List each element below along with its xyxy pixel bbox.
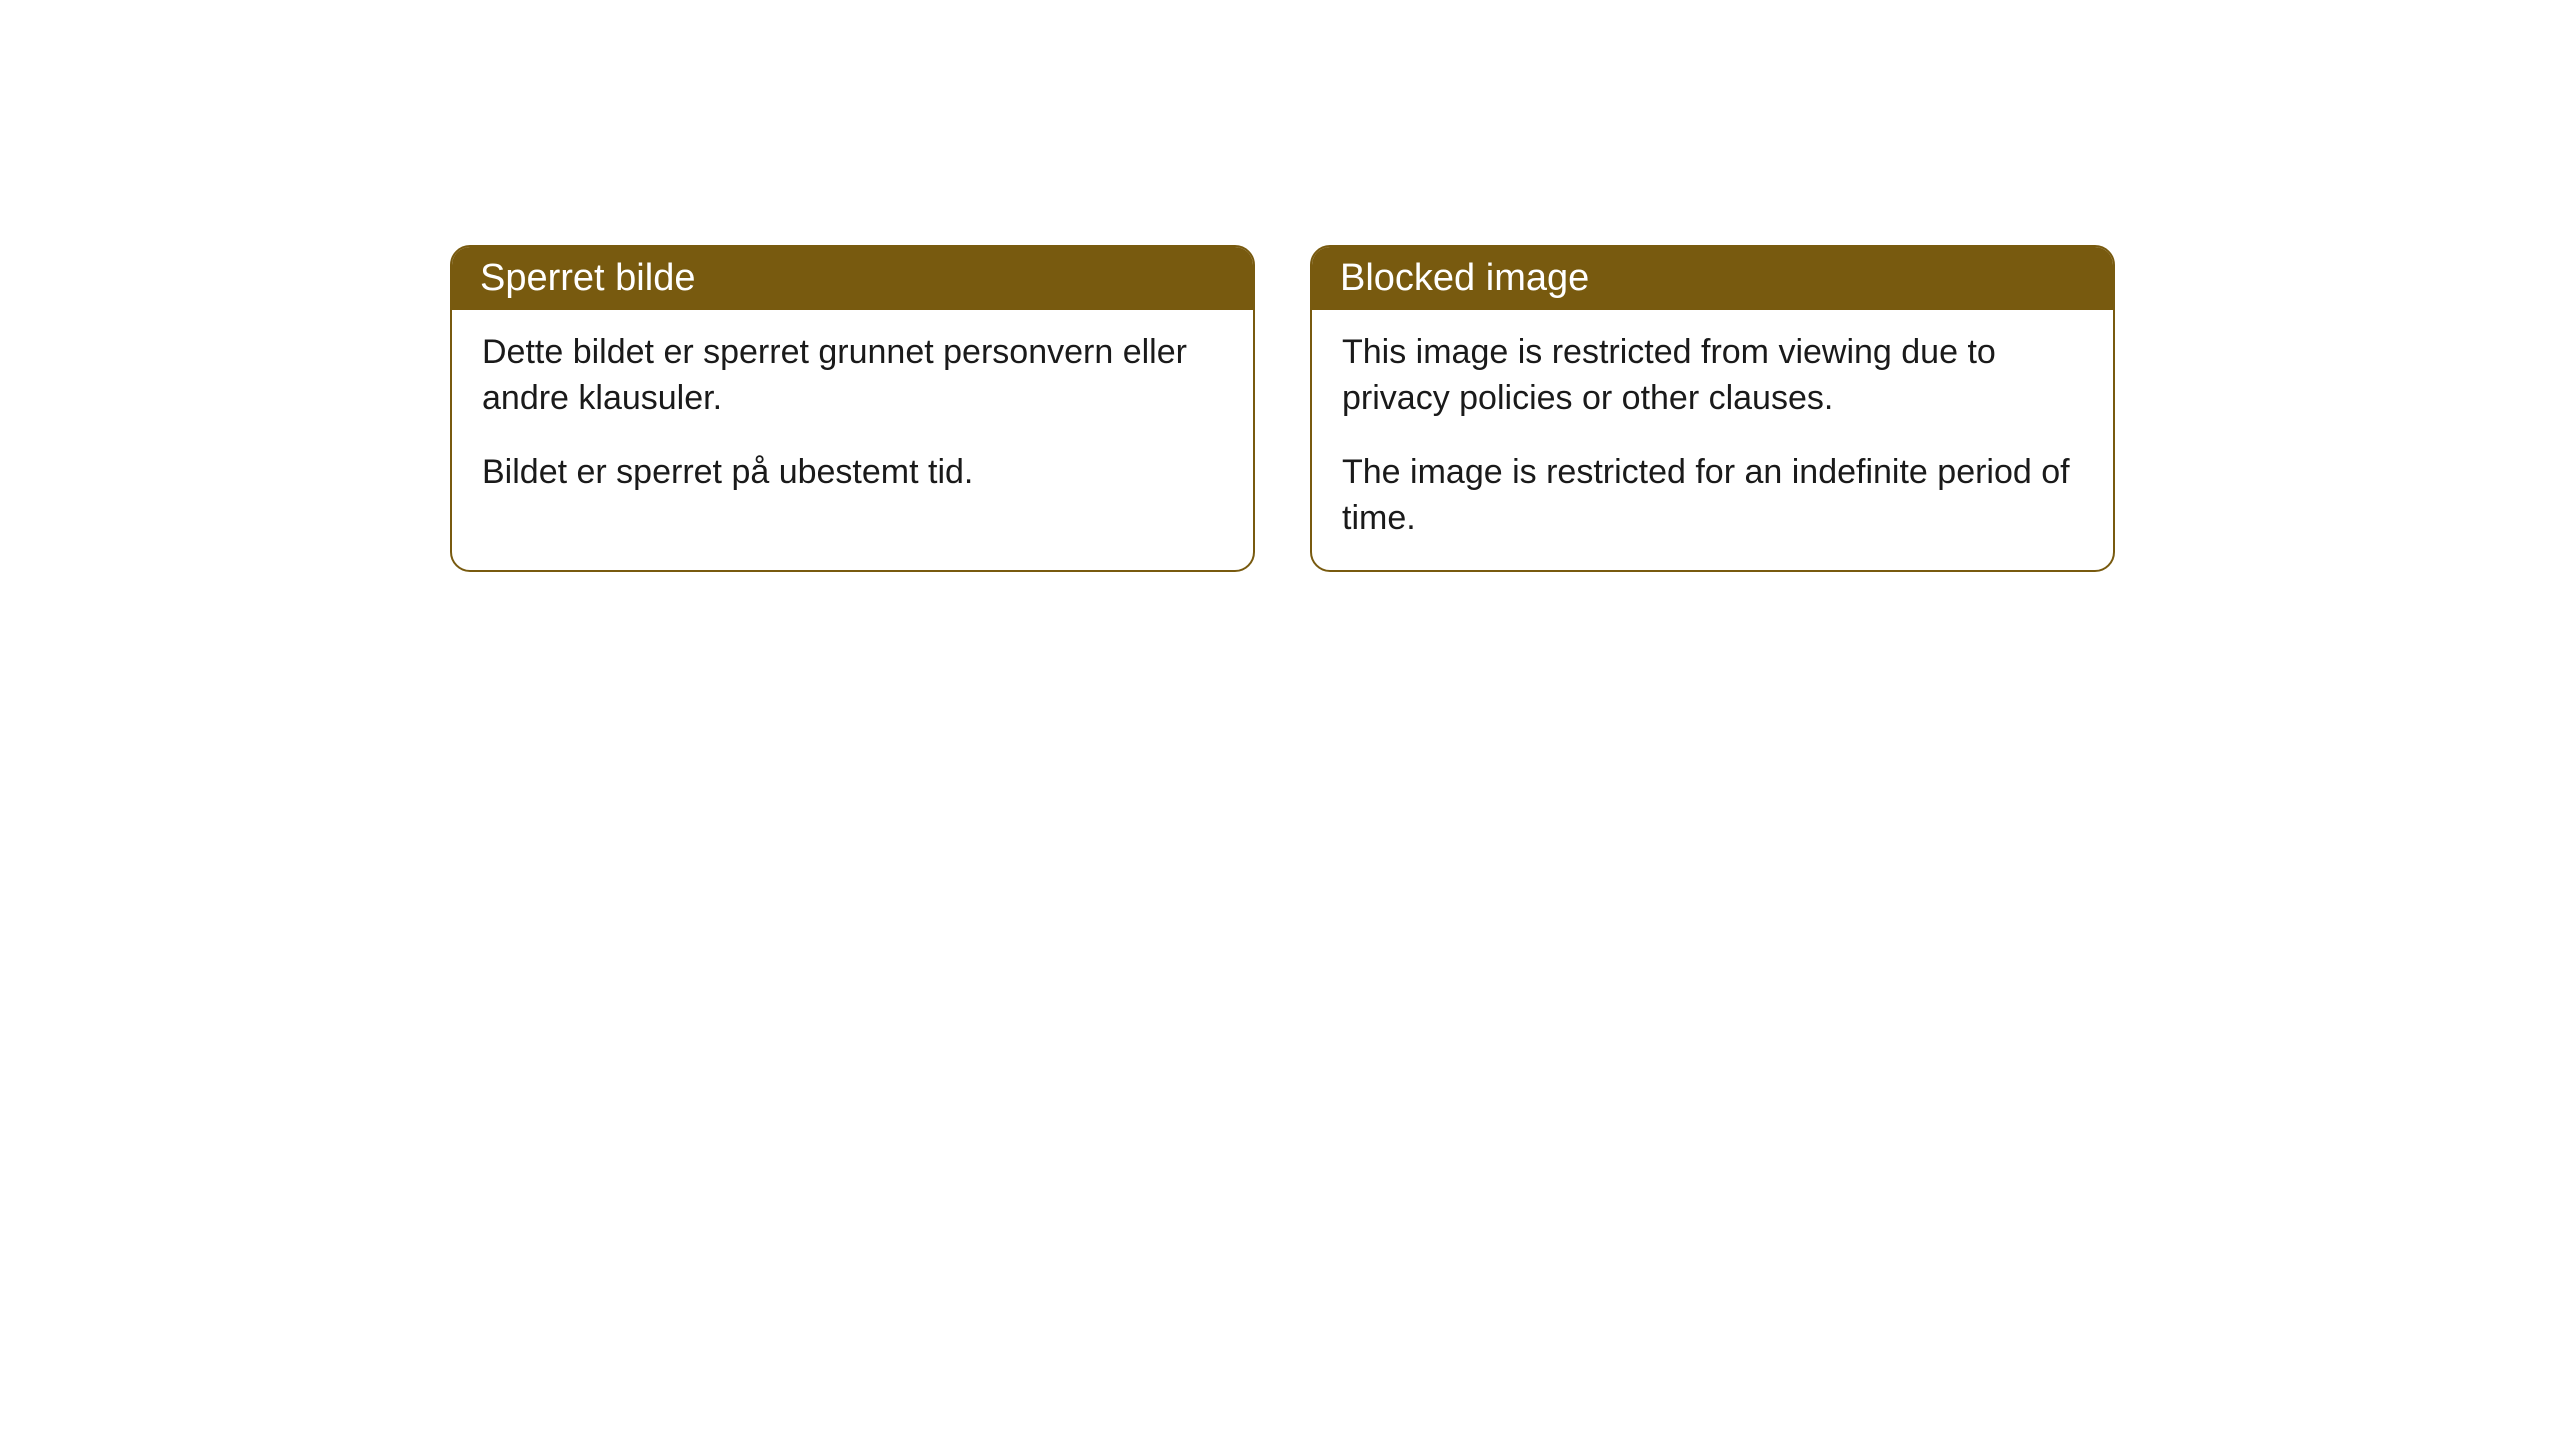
notice-paragraph-2: Bildet er sperret på ubestemt tid.	[482, 450, 1223, 496]
notice-cards-container: Sperret bilde Dette bildet er sperret gr…	[450, 245, 2115, 572]
notice-card-english: Blocked image This image is restricted f…	[1310, 245, 2115, 572]
card-header: Sperret bilde	[452, 247, 1253, 310]
card-body: Dette bildet er sperret grunnet personve…	[452, 310, 1253, 524]
card-body: This image is restricted from viewing du…	[1312, 310, 2113, 570]
notice-paragraph-2: The image is restricted for an indefinit…	[1342, 450, 2083, 542]
notice-paragraph-1: This image is restricted from viewing du…	[1342, 330, 2083, 422]
notice-card-norwegian: Sperret bilde Dette bildet er sperret gr…	[450, 245, 1255, 572]
card-header: Blocked image	[1312, 247, 2113, 310]
notice-paragraph-1: Dette bildet er sperret grunnet personve…	[482, 330, 1223, 422]
